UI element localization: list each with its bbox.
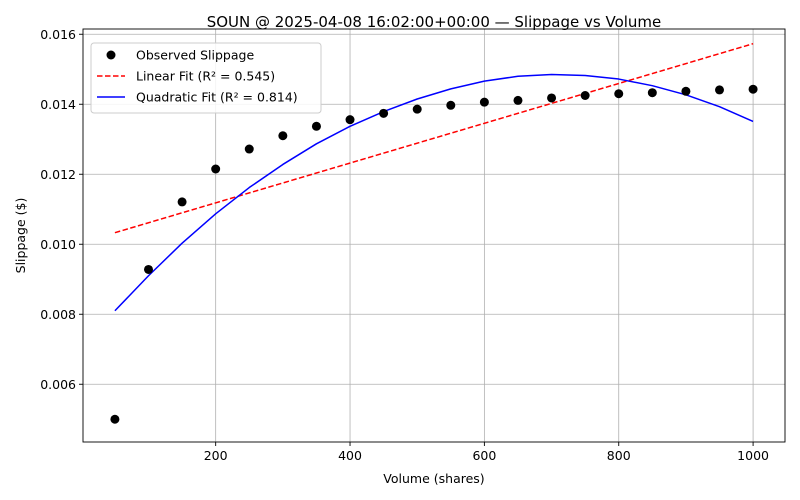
x-tick-label: 200 xyxy=(204,448,228,463)
observed-point xyxy=(446,100,456,110)
observed-point xyxy=(311,121,321,131)
legend-box xyxy=(90,42,322,114)
plot-series xyxy=(110,42,758,424)
legend-label: Observed Slippage xyxy=(136,48,254,63)
legend-label: Quadratic Fit (R² = 0.814) xyxy=(136,90,298,105)
observed-point xyxy=(614,89,624,99)
x-tick-label: 400 xyxy=(338,448,362,463)
y-tick-label: 0.014 xyxy=(40,97,76,112)
observed-point xyxy=(647,88,657,98)
observed-point xyxy=(278,131,288,141)
x-tick-label: 600 xyxy=(472,448,496,463)
observed-point xyxy=(110,414,120,424)
observed-point xyxy=(479,97,489,107)
observed-point xyxy=(715,85,725,95)
chart-title: SOUN @ 2025-04-08 16:02:00+00:00 — Slipp… xyxy=(207,13,662,31)
observed-point xyxy=(211,164,221,174)
legend-marker-observed xyxy=(106,50,116,60)
observed-point xyxy=(681,86,691,96)
observed-point xyxy=(513,95,523,105)
legend-label: Linear Fit (R² = 0.545) xyxy=(136,69,275,84)
observed-point xyxy=(547,93,557,103)
observed-point xyxy=(244,144,254,154)
x-tick-label: 1000 xyxy=(737,448,769,463)
legend: Observed Slippage Linear Fit (R² = 0.545)… xyxy=(90,42,322,114)
y-tick-label: 0.016 xyxy=(40,27,76,42)
observed-point xyxy=(412,104,422,114)
y-axis-label: Slippage ($) xyxy=(13,198,28,274)
linear-fit-line xyxy=(114,42,754,234)
observed-point xyxy=(345,115,355,125)
y-tick-label: 0.008 xyxy=(40,307,76,322)
y-tick-label: 0.012 xyxy=(40,167,76,182)
x-axis-label: Volume (shares) xyxy=(383,471,484,486)
observed-point xyxy=(177,197,187,207)
x-tick-label: 800 xyxy=(607,448,631,463)
observed-point xyxy=(143,264,153,274)
axis-ticks: 200 400 600 800 1000 0.006 0.008 0.010 0.012 0.01… xyxy=(40,27,769,463)
observed-point xyxy=(379,108,389,118)
quadratic-fit-line xyxy=(114,73,754,312)
y-tick-label: 0.010 xyxy=(40,237,76,252)
plot-frame xyxy=(82,28,786,443)
observed-point xyxy=(580,91,590,100)
y-tick-label: 0.006 xyxy=(40,377,76,392)
observed-point xyxy=(748,84,758,94)
